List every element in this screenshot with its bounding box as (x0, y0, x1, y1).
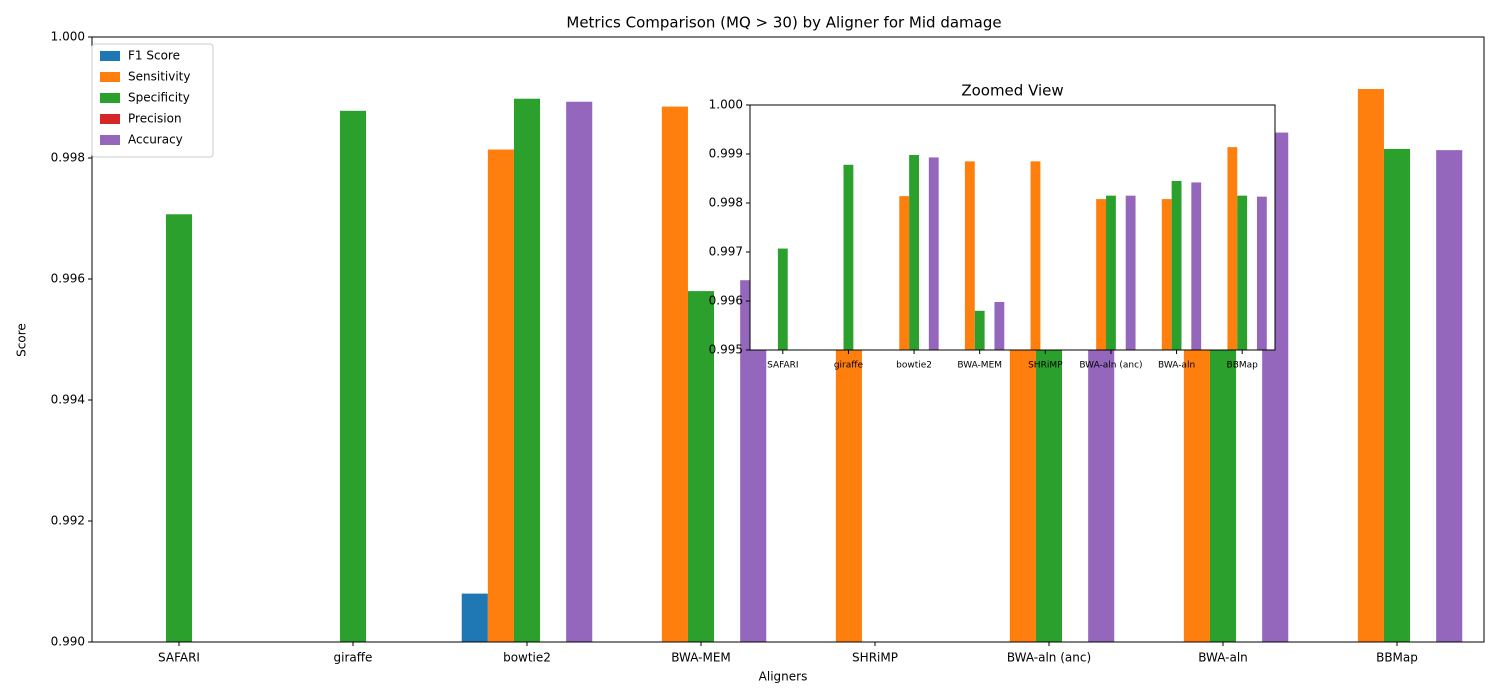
bar (1171, 180, 1182, 350)
x-tick-label: bowtie2 (896, 361, 932, 371)
y-tick-label: 0.990 (51, 635, 85, 649)
bar (165, 214, 193, 642)
inset-title: Zoomed View (961, 82, 1063, 100)
legend-label: Specificity (128, 91, 190, 105)
y-tick-label: 0.996 (51, 272, 85, 286)
x-tick-label: SHRiMP (852, 651, 898, 665)
chart-title: Metrics Comparison (MQ > 30) by Aligner … (566, 14, 1001, 32)
x-tick-label: SHRiMP (1028, 361, 1063, 371)
bar (339, 110, 367, 642)
bar (843, 164, 854, 350)
x-axis-label: Aligners (759, 670, 808, 684)
x-tick-label: BWA-MEM (671, 651, 731, 665)
legend-swatch (100, 135, 120, 145)
plot-frame (749, 104, 1276, 351)
bar (1256, 196, 1267, 350)
bar (1357, 89, 1384, 642)
bar (1125, 195, 1136, 350)
bar (1096, 199, 1107, 350)
y-tick-label: 1.000 (709, 98, 743, 112)
x-tick-label: bowtie2 (503, 651, 551, 665)
legend-swatch (100, 51, 120, 61)
bar (487, 149, 514, 642)
legend-label: F1 Score (128, 49, 180, 63)
x-tick-label: giraffe (834, 361, 864, 371)
bar (909, 154, 919, 350)
bar (777, 248, 788, 350)
x-tick-label: SAFARI (158, 651, 200, 665)
x-tick-label: BBMap (1227, 361, 1259, 371)
legend-label: Accuracy (128, 133, 183, 147)
legend-swatch (100, 93, 120, 103)
legend-box (91, 43, 214, 158)
legend-label: Precision (128, 112, 182, 126)
legend-swatch (100, 114, 120, 124)
y-tick-label: 0.998 (709, 196, 743, 210)
bar (1436, 150, 1463, 642)
x-tick-label: BWA-aln (1198, 651, 1248, 665)
y-tick-label: 1.000 (51, 30, 85, 44)
y-tick-label: 0.994 (51, 393, 85, 407)
bar (566, 101, 593, 642)
y-axis-label: Score (15, 323, 29, 357)
x-tick-label: BWA-MEM (957, 361, 1002, 371)
bar (899, 196, 910, 350)
bar (974, 310, 985, 350)
bars (777, 147, 1267, 350)
x-tick-label: BWA-aln (1158, 361, 1195, 371)
bar (1191, 182, 1202, 350)
bar (964, 161, 975, 350)
bar (461, 593, 488, 642)
x-tick-label: BBMap (1376, 651, 1418, 665)
y-tick-label: 0.998 (51, 151, 85, 165)
chart-panel: SAFARI giraffe bowtie2 BWA-MEM SHRiMP BWA-aln… (709, 82, 1276, 371)
bar (1227, 147, 1238, 350)
plot-background (750, 105, 1275, 350)
y-tick-label: 0.995 (709, 343, 743, 357)
legend-swatch (100, 72, 120, 82)
legend: F1 Score Sensitivity Specificity Precision A… (91, 43, 214, 158)
bar (513, 98, 541, 642)
bar (1030, 161, 1041, 350)
y-tick-label: 0.992 (51, 514, 85, 528)
bar (1106, 195, 1116, 350)
x-tick-label: SAFARI (767, 361, 798, 371)
bar (687, 291, 715, 642)
x-tick-label: giraffe (334, 651, 373, 665)
bar (928, 157, 939, 350)
bar (1237, 195, 1248, 350)
x-tick-label: BWA-aln (anc) (1079, 361, 1142, 371)
legend-label: Sensitivity (128, 70, 190, 84)
y-tick-label: 0.997 (709, 245, 743, 259)
plot-frame (91, 36, 1485, 643)
y-tick-label: 0.996 (709, 294, 743, 308)
bar (661, 106, 688, 642)
x-tick-label: BWA-aln (anc) (1007, 651, 1091, 665)
bar (994, 301, 1005, 350)
y-tick-label: 0.999 (709, 147, 743, 161)
bar (1161, 199, 1172, 350)
bar (1383, 148, 1411, 642)
bars (165, 89, 1463, 642)
